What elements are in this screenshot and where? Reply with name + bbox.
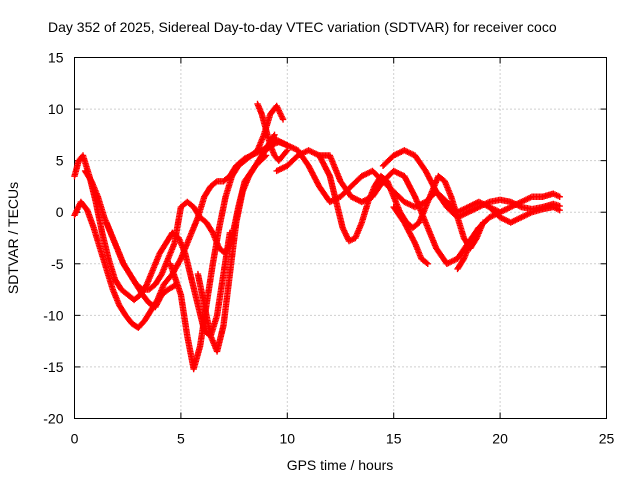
x-tick-label: 10 (280, 431, 296, 447)
chart-title: Day 352 of 2025, Sidereal Day-to-day VTE… (48, 19, 557, 35)
data-point (173, 281, 180, 288)
series-track-13 (486, 203, 563, 226)
grid-layer (74, 57, 607, 419)
data-point (270, 132, 277, 140)
x-tick-label: 0 (71, 431, 79, 447)
data-point (172, 282, 179, 289)
series-track-9 (316, 152, 483, 267)
data-point (176, 256, 184, 264)
y-axis-ticks: -20 -15 -10 -5 0 5 10 15 (43, 50, 607, 427)
plot-frame (74, 57, 607, 419)
data-point (212, 179, 219, 186)
data-point (279, 116, 287, 123)
y-tick-label: -5 (51, 256, 64, 272)
x-axis-ticks: 0 5 10 15 20 25 (71, 57, 615, 447)
y-tick-label: 0 (56, 204, 64, 220)
data-point (325, 171, 333, 178)
data-point (411, 192, 418, 199)
data-point (283, 148, 290, 155)
data-points (71, 100, 563, 373)
x-tick-label: 5 (177, 431, 185, 447)
data-point (556, 193, 563, 200)
series-track-4 (167, 102, 287, 373)
x-tick-label: 25 (599, 431, 615, 447)
y-tick-label: 5 (56, 153, 64, 169)
x-tick-label: 15 (386, 431, 402, 447)
y-tick-label: -15 (43, 359, 63, 375)
y-axis-title: SDTVAR / TECUs (5, 182, 21, 294)
y-tick-label: 10 (48, 101, 64, 117)
x-tick-label: 20 (492, 431, 508, 447)
series-track-8 (262, 136, 563, 216)
y-tick-label: 15 (48, 50, 64, 66)
data-point (411, 238, 418, 245)
series-track-14 (103, 219, 180, 311)
data-point (424, 260, 431, 267)
series-track-12 (454, 209, 504, 273)
y-tick-label: -20 (43, 411, 63, 427)
series-track-11 (390, 203, 431, 267)
y-tick-label: -10 (43, 307, 63, 323)
data-point (556, 206, 563, 214)
x-axis-title: GPS time / hours (287, 457, 394, 473)
data-point (271, 131, 278, 139)
data-point (423, 259, 430, 266)
